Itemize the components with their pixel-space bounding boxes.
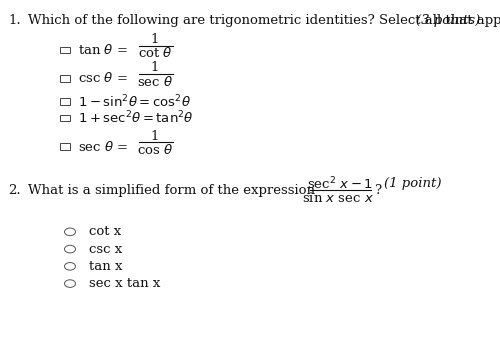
Bar — [60, 115, 70, 121]
Text: 1.: 1. — [8, 14, 20, 27]
Bar — [60, 75, 70, 82]
Text: (3 points): (3 points) — [416, 14, 480, 27]
Circle shape — [64, 280, 76, 287]
Text: csc $\theta$ =: csc $\theta$ = — [78, 71, 128, 85]
Circle shape — [64, 245, 76, 253]
Text: sec$^2$ $x-1$: sec$^2$ $x-1$ — [307, 175, 373, 192]
Text: csc x: csc x — [89, 243, 122, 256]
Bar — [60, 143, 70, 150]
Text: sec x tan x: sec x tan x — [89, 277, 160, 290]
Circle shape — [64, 263, 76, 270]
Text: $1+\sec^2\!\theta = \tan^2\!\theta$: $1+\sec^2\!\theta = \tan^2\!\theta$ — [78, 110, 193, 126]
Text: sin $x$ sec $x$: sin $x$ sec $x$ — [302, 191, 374, 205]
Text: $1-\sin^2\!\theta = \cos^2\!\theta$: $1-\sin^2\!\theta = \cos^2\!\theta$ — [78, 93, 190, 110]
Bar — [60, 98, 70, 105]
Text: sec $\theta$: sec $\theta$ — [137, 75, 173, 89]
Text: 1: 1 — [151, 33, 159, 46]
Text: (1 point): (1 point) — [384, 177, 442, 190]
Circle shape — [64, 228, 76, 236]
Text: Which of the following are trigonometric identities? Select all that apply.: Which of the following are trigonometric… — [28, 14, 500, 27]
Bar — [60, 47, 70, 53]
Text: tan $\theta$ =: tan $\theta$ = — [78, 43, 128, 57]
Text: cos $\theta$: cos $\theta$ — [137, 143, 173, 157]
Text: tan x: tan x — [89, 260, 122, 273]
Text: cot $\theta$: cot $\theta$ — [138, 47, 172, 60]
Text: ?: ? — [374, 184, 381, 197]
Text: What is a simplified form of the expression: What is a simplified form of the express… — [28, 184, 314, 197]
Text: 2.: 2. — [8, 184, 20, 197]
Text: sec $\theta$ =: sec $\theta$ = — [78, 140, 128, 154]
Text: 1: 1 — [151, 61, 159, 75]
Text: cot x: cot x — [89, 225, 121, 238]
Text: 1: 1 — [151, 130, 159, 143]
